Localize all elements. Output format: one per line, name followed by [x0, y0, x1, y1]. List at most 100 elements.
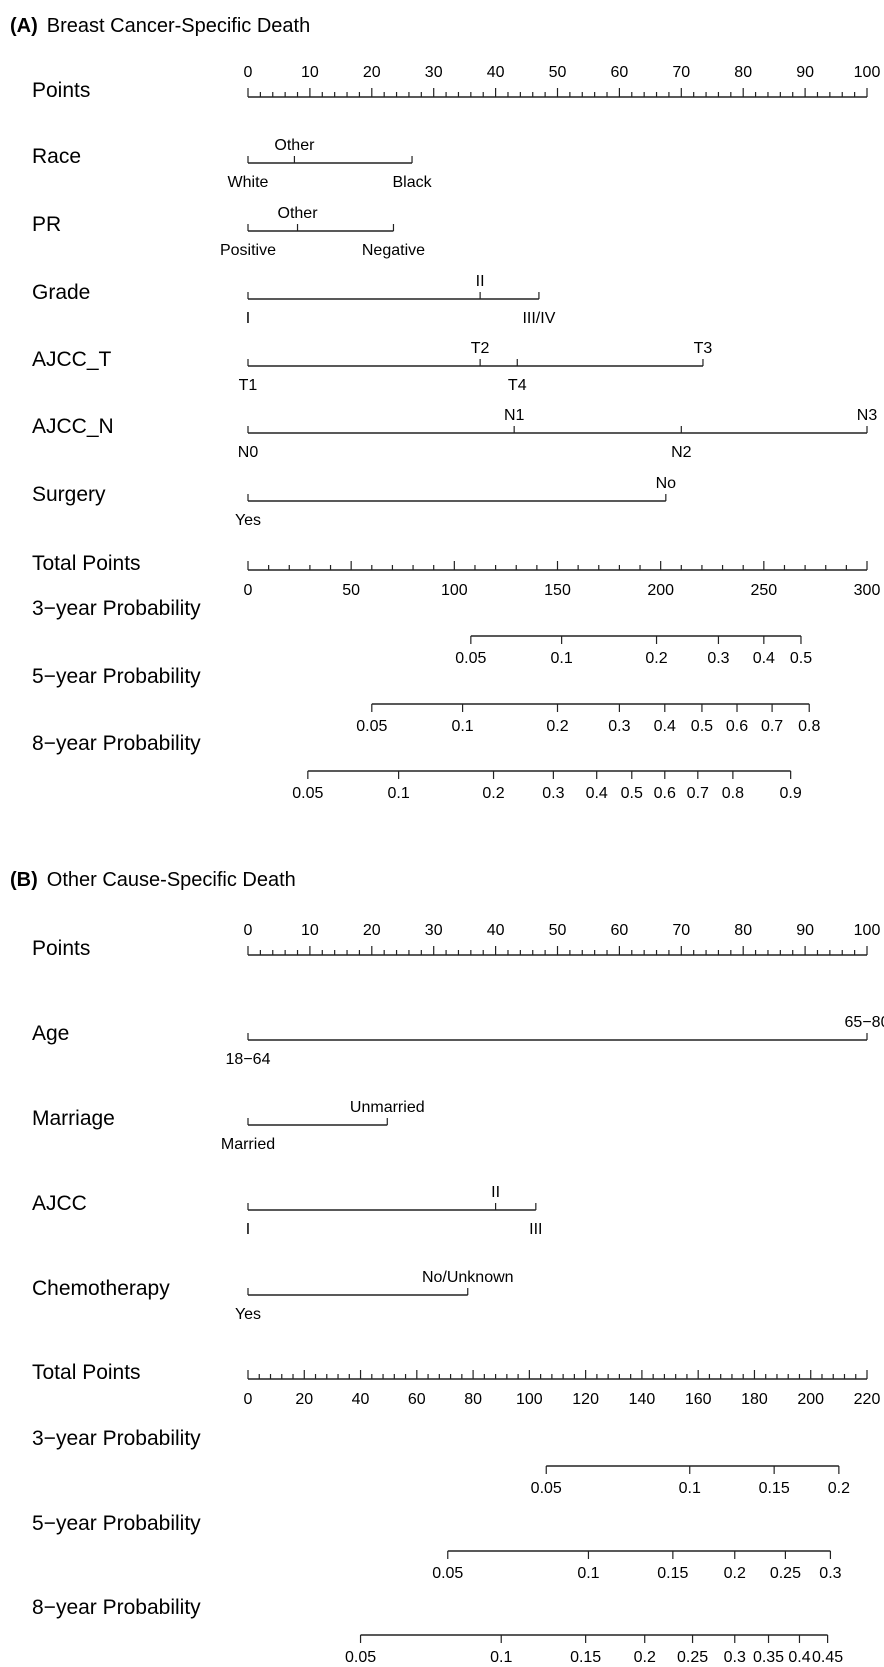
- probability-tick-label: 0.5: [790, 650, 812, 667]
- points-axis-tick-label: 90: [796, 64, 814, 81]
- probability-tick-label: 0.15: [759, 1480, 790, 1497]
- nomogram-panel-a: (A) Breast Cancer-Specific Death Points 0 10…: [10, 15, 880, 802]
- level-label: T1: [239, 377, 258, 394]
- level-label: N2: [671, 444, 692, 461]
- total-points-axis-tick-label: 100: [516, 1391, 543, 1408]
- level-label: I: [246, 310, 250, 327]
- points-axis-tick-label: 80: [734, 64, 752, 81]
- points-axis-tick-label: 0: [244, 64, 253, 81]
- probability-tick-label: 0.7: [761, 718, 783, 735]
- level-label: N0: [238, 444, 259, 461]
- probability-tick-label: 0.2: [634, 1649, 656, 1666]
- level-label: T3: [694, 340, 713, 357]
- points-axis-tick-label: 10: [301, 64, 319, 81]
- points-axis-tick-label: 20: [363, 922, 381, 939]
- panel-title-text: Other Cause-Specific Death: [47, 869, 296, 891]
- variable-label: Chemotherapy: [32, 1277, 170, 1300]
- level-label: I: [246, 1221, 250, 1238]
- points-axis-tick-label: 100: [854, 64, 881, 81]
- variable-label: AJCC_N: [32, 415, 114, 438]
- level-label: N1: [504, 407, 525, 424]
- level-label: Yes: [235, 512, 261, 529]
- probability-tick-label: 0.4: [788, 1649, 810, 1666]
- total-points-axis-tick-label: 80: [464, 1391, 482, 1408]
- level-label: T4: [508, 377, 527, 394]
- probability-tick-label: 0.4: [586, 785, 608, 802]
- probability-tick-label: 0.45: [812, 1649, 843, 1666]
- points-axis-tick-label: 40: [487, 922, 505, 939]
- probability-tick-label: 0.05: [356, 718, 387, 735]
- probability-axis-label: 5−year Probability: [32, 1512, 201, 1535]
- variable-label: AJCC_T: [32, 348, 112, 371]
- probability-tick-label: 0.05: [432, 1565, 463, 1582]
- points-axis-tick-label: 80: [734, 922, 752, 939]
- points-axis-tick-label: 30: [425, 64, 443, 81]
- total-points-axis-tick-label: 140: [629, 1391, 656, 1408]
- probability-tick-label: 0.1: [679, 1480, 701, 1497]
- variable-label: Marriage: [32, 1107, 115, 1130]
- level-label: T2: [471, 340, 490, 357]
- probability-tick-label: 0.3: [724, 1649, 746, 1666]
- probability-tick-label: 0.35: [753, 1649, 784, 1666]
- total-points-axis-tick-label: 50: [342, 582, 360, 599]
- total-points-axis-tick-label: 40: [352, 1391, 370, 1408]
- probability-tick-label: 0.3: [707, 650, 729, 667]
- level-label: No/Unknown: [422, 1269, 514, 1286]
- total-points-axis-tick-label: 250: [750, 582, 777, 599]
- points-axis-tick-label: 100: [854, 922, 881, 939]
- probability-tick-label: 0.3: [608, 718, 630, 735]
- variable-label: AJCC: [32, 1192, 87, 1215]
- level-label: Yes: [235, 1306, 261, 1323]
- probability-tick-label: 0.05: [292, 785, 323, 802]
- total-points-axis-tick-label: 200: [797, 1391, 824, 1408]
- probability-tick-label: 0.1: [490, 1649, 512, 1666]
- variable-label: Age: [32, 1022, 69, 1045]
- points-axis-tick-label: 60: [611, 922, 629, 939]
- panel-title-text: Breast Cancer-Specific Death: [47, 15, 310, 37]
- level-label: Unmarried: [350, 1099, 425, 1116]
- total-points-axis-tick-label: 0: [244, 582, 253, 599]
- probability-axis-label: 3−year Probability: [32, 597, 201, 620]
- probability-axis-label: 3−year Probability: [32, 1427, 201, 1450]
- total-points-axis-label: Total Points: [32, 552, 141, 575]
- total-points-axis-tick-label: 0: [244, 1391, 253, 1408]
- probability-tick-label: 0.2: [828, 1480, 850, 1497]
- total-points-axis-tick-label: 20: [295, 1391, 313, 1408]
- panel-title: (B) Other Cause-Specific Death: [10, 869, 296, 891]
- points-axis-tick-label: 30: [425, 922, 443, 939]
- points-axis-tick-label: 60: [611, 64, 629, 81]
- probability-tick-label: 0.8: [798, 718, 820, 735]
- probability-tick-label: 0.1: [387, 785, 409, 802]
- level-label: Black: [392, 174, 432, 191]
- level-label: III/IV: [522, 310, 555, 327]
- level-label: N3: [857, 407, 878, 424]
- points-axis-tick-label: 10: [301, 922, 319, 939]
- probability-tick-label: 0.15: [657, 1565, 688, 1582]
- level-label: No: [656, 475, 677, 492]
- probability-axis-label: 5−year Probability: [32, 665, 201, 688]
- probability-tick-label: 0.5: [691, 718, 713, 735]
- panel-tag: (A): [10, 15, 38, 37]
- probability-tick-label: 0.15: [570, 1649, 601, 1666]
- probability-tick-label: 0.6: [726, 718, 748, 735]
- variable-label: Surgery: [32, 483, 106, 506]
- panel-tag: (B): [10, 869, 38, 891]
- total-points-axis-tick-label: 120: [572, 1391, 599, 1408]
- probability-tick-label: 0.6: [654, 785, 676, 802]
- level-label: 65−80: [845, 1014, 884, 1031]
- nomogram-panel-b: (B) Other Cause-Specific Death Points 0 10 20…: [10, 869, 884, 1666]
- points-axis-tick-label: 50: [549, 64, 567, 81]
- points-axis-label: Points: [32, 79, 90, 102]
- probability-axis-label: 8−year Probability: [32, 732, 201, 755]
- probability-tick-label: 0.5: [621, 785, 643, 802]
- total-points-axis-tick-label: 200: [647, 582, 674, 599]
- points-axis-tick-label: 20: [363, 64, 381, 81]
- points-axis-tick-label: 40: [487, 64, 505, 81]
- total-points-axis-tick-label: 150: [544, 582, 571, 599]
- points-axis-tick-label: 0: [244, 922, 253, 939]
- probability-tick-label: 0.2: [482, 785, 504, 802]
- probability-tick-label: 0.7: [687, 785, 709, 802]
- probability-axis-label: 8−year Probability: [32, 1596, 201, 1619]
- points-axis-tick-label: 70: [672, 64, 690, 81]
